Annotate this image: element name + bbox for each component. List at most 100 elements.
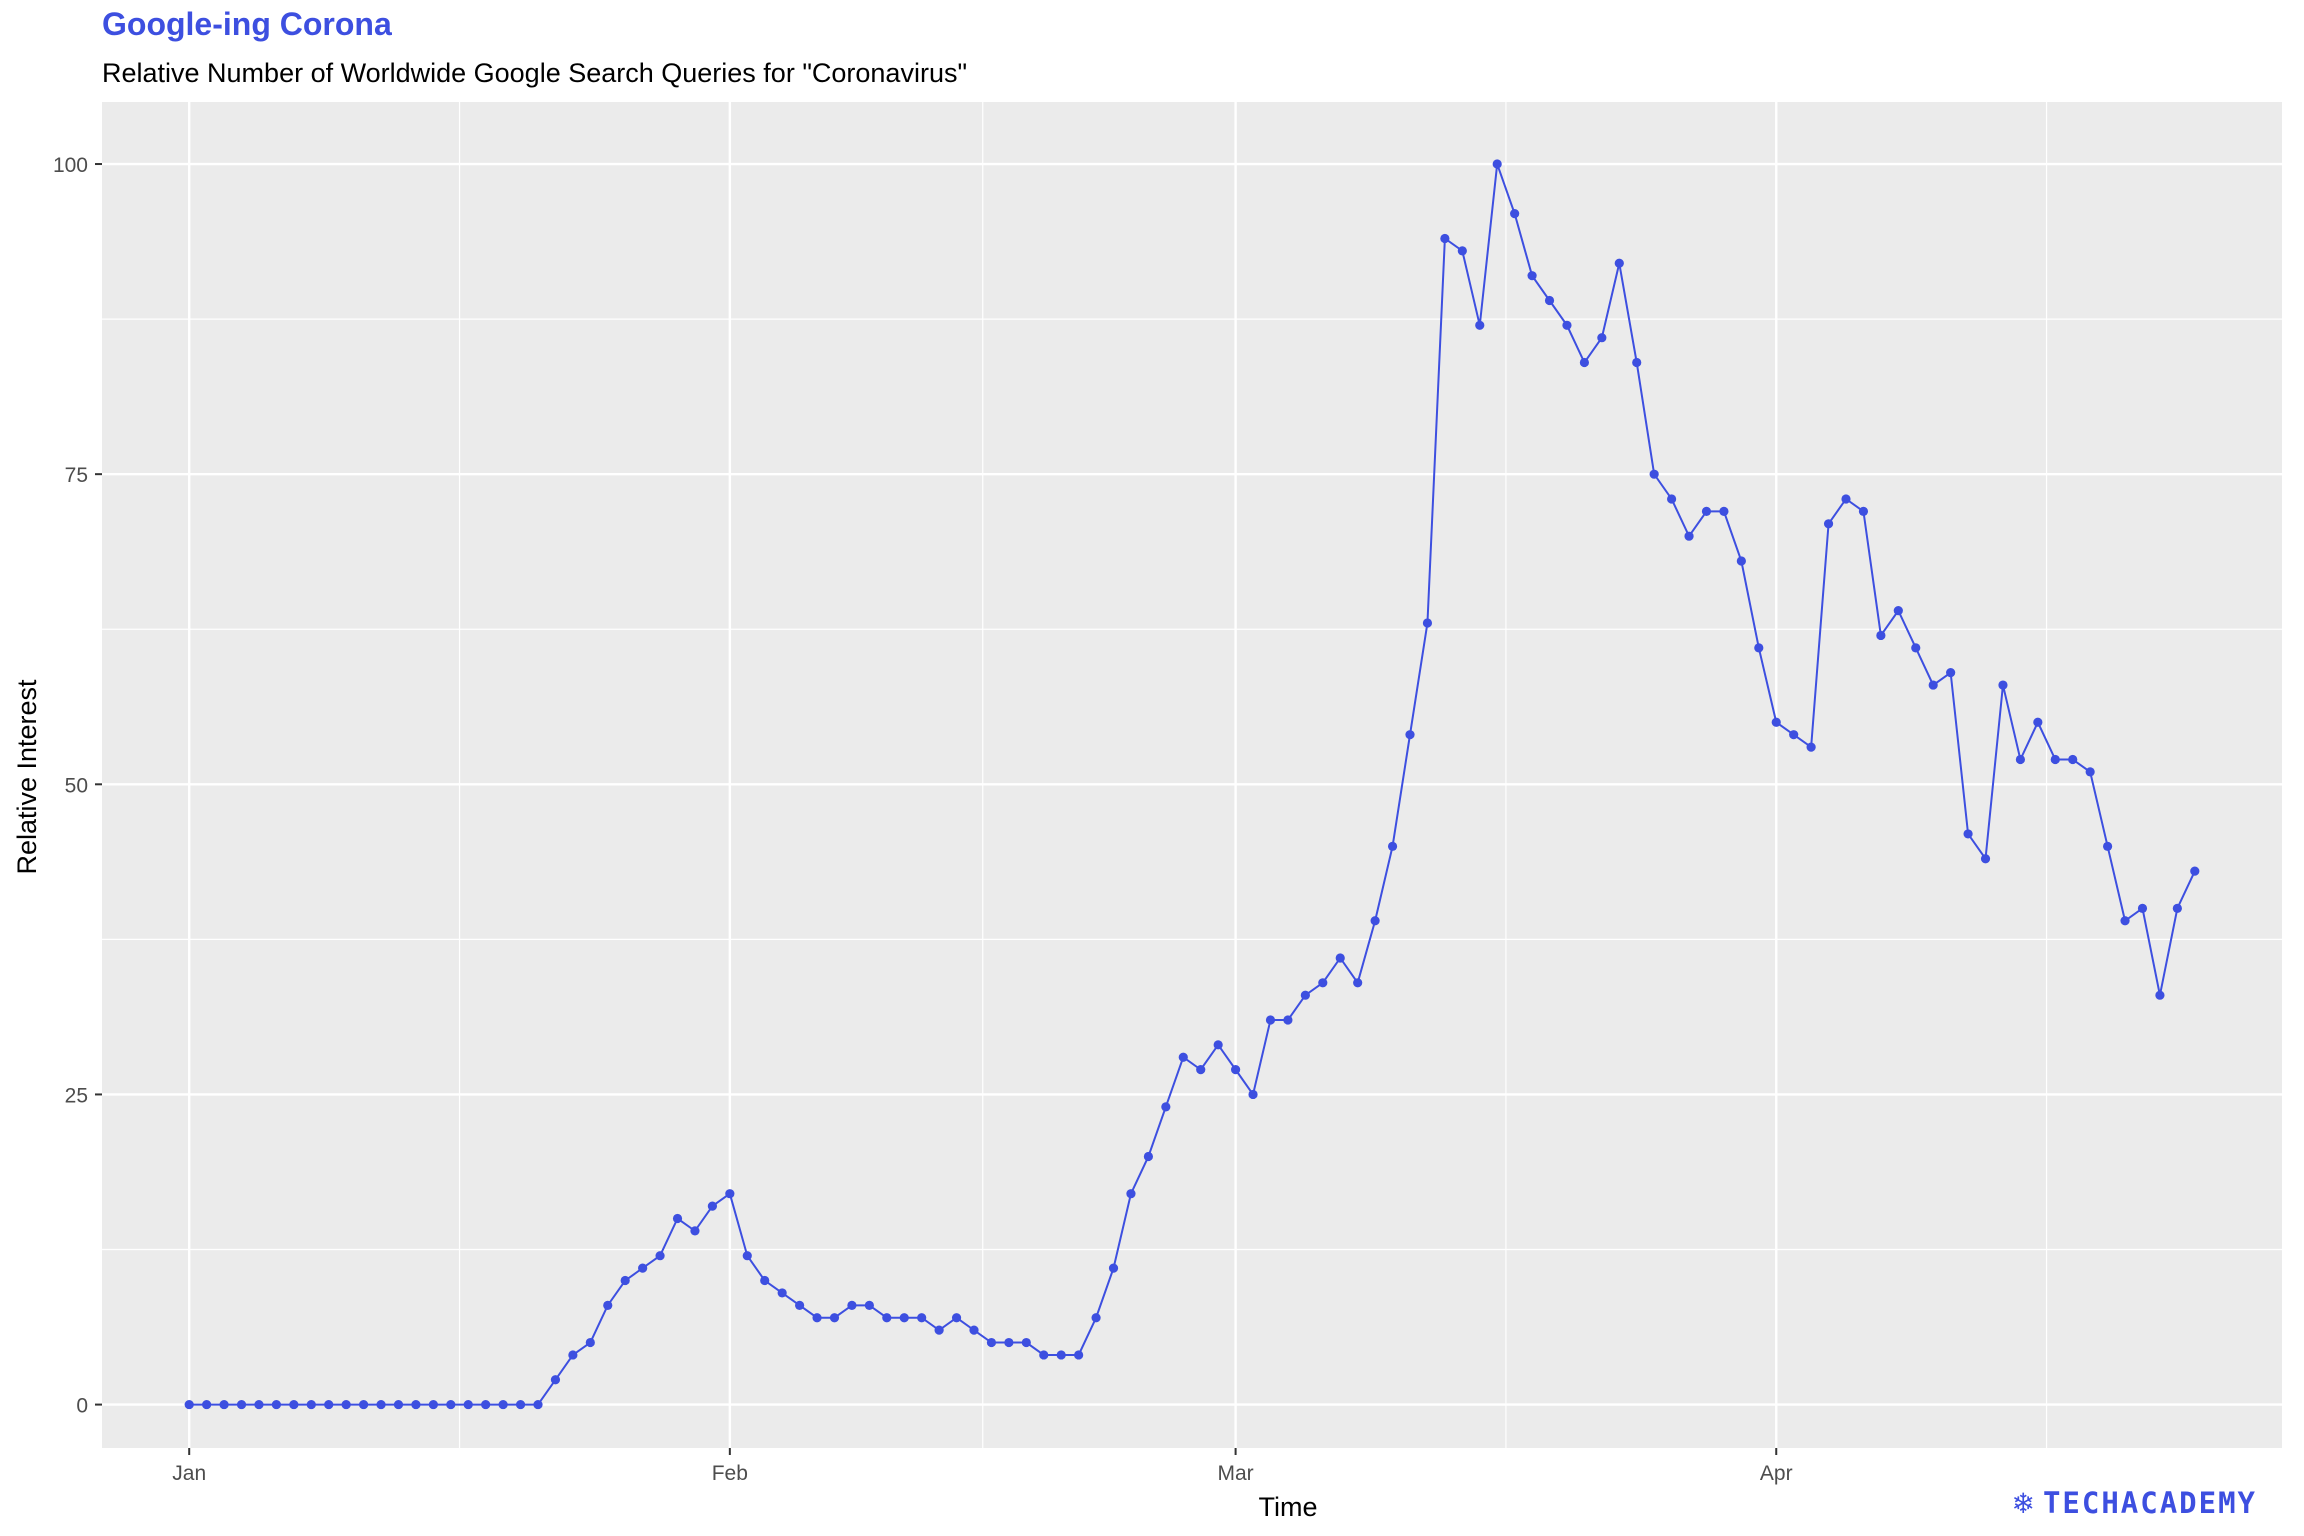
data-point: [1579, 357, 1589, 368]
y-tick-label: 100: [53, 154, 88, 177]
data-point: [1667, 494, 1677, 504]
data-point: [1091, 1313, 1101, 1323]
brand-name: TECHACADEMY: [2042, 1486, 2257, 1520]
data-point: [550, 1375, 561, 1385]
data-point: [1858, 506, 1869, 516]
data-point: [1492, 159, 1502, 169]
data-point: [882, 1313, 892, 1323]
data-point: [672, 1213, 683, 1224]
data-point: [1231, 1065, 1241, 1075]
data-point: [1422, 618, 1433, 628]
data-point: [1108, 1263, 1119, 1273]
data-point: [1475, 320, 1485, 330]
data-point: [446, 1399, 456, 1410]
x-tick-label: Mar: [1218, 1462, 1254, 1485]
data-point: [1318, 978, 1328, 988]
data-point: [707, 1201, 718, 1211]
data-point: [254, 1399, 264, 1410]
data-point: [864, 1300, 874, 1310]
chart-subtitle: Relative Number of Worldwide Google Sear…: [102, 58, 968, 88]
data-point: [1562, 320, 1572, 330]
data-point: [1928, 680, 1938, 690]
data-point: [934, 1325, 944, 1335]
x-tick-label: Jan: [172, 1462, 206, 1485]
data-point: [1684, 531, 1694, 541]
data-point: [306, 1399, 316, 1410]
data-point: [1440, 233, 1450, 244]
data-point: [1161, 1102, 1171, 1112]
data-point: [568, 1350, 578, 1360]
data-point: [1597, 333, 1607, 343]
snowflake-icon: ❄: [2011, 1486, 2037, 1520]
data-point: [986, 1337, 997, 1348]
data-point: [2190, 866, 2200, 876]
y-tick-label: 75: [65, 464, 88, 487]
data-point: [1196, 1065, 1206, 1075]
data-point: [917, 1313, 927, 1323]
data-point: [1510, 209, 1520, 219]
data-point: [1841, 494, 1851, 504]
y-tick-label: 25: [65, 1084, 88, 1107]
data-point: [1998, 680, 2008, 690]
data-point: [1789, 730, 1799, 740]
data-point: [271, 1399, 281, 1410]
data-point: [1649, 469, 1659, 479]
data-point: [1074, 1350, 1084, 1360]
data-point: [2068, 754, 2078, 765]
y-tick-label: 0: [76, 1395, 88, 1418]
data-point: [463, 1399, 473, 1410]
data-point: [829, 1313, 840, 1323]
chart-title: Google-ing Corona: [102, 6, 392, 42]
x-tick-label: Feb: [712, 1462, 748, 1485]
data-point: [1963, 829, 1973, 839]
data-point: [1405, 730, 1415, 740]
data-point: [777, 1288, 787, 1298]
data-point: [812, 1313, 822, 1323]
data-point: [585, 1337, 595, 1348]
data-point: [2103, 841, 2113, 851]
data-point: [202, 1399, 212, 1410]
data-point: [620, 1275, 630, 1286]
data-point: [1021, 1337, 1031, 1348]
data-point: [1265, 1015, 1276, 1025]
data-point: [324, 1399, 334, 1410]
data-point: [1544, 295, 1555, 306]
plot-panel: [102, 102, 2282, 1448]
data-point: [1387, 841, 1398, 851]
data-point: [289, 1399, 299, 1410]
data-point: [1283, 1015, 1293, 1025]
data-point: [603, 1300, 613, 1310]
data-point: [2015, 754, 2025, 765]
data-point: [951, 1313, 962, 1323]
data-point: [1300, 990, 1310, 1000]
data-point: [1632, 357, 1642, 368]
x-tick-label: Apr: [1760, 1462, 1793, 1485]
data-point: [1911, 643, 1921, 653]
data-point: [219, 1399, 229, 1410]
data-point: [1457, 246, 1467, 256]
data-point: [1614, 258, 1624, 268]
data-point: [184, 1399, 194, 1410]
brand-logo: ❄ TECHACADEMY: [2011, 1486, 2257, 1520]
data-point: [2033, 717, 2043, 727]
data-point: [1143, 1151, 1153, 1162]
x-axis-label: Time: [1259, 1492, 1318, 1522]
data-point: [2172, 903, 2182, 913]
data-point: [2050, 754, 2060, 765]
data-point: [1893, 606, 1903, 616]
data-point: [1980, 854, 1991, 864]
data-point: [638, 1263, 648, 1273]
data-point: [1719, 506, 1729, 516]
data-point: [969, 1325, 979, 1335]
data-point: [498, 1399, 508, 1410]
data-point: [411, 1399, 421, 1410]
data-point: [481, 1399, 491, 1410]
data-point: [1178, 1052, 1188, 1062]
data-point: [1039, 1350, 1049, 1360]
data-point: [1701, 506, 1712, 516]
data-point: [1353, 978, 1363, 988]
data-point: [1823, 519, 1834, 529]
data-point: [1771, 717, 1781, 727]
data-point: [899, 1313, 909, 1323]
data-point: [847, 1300, 857, 1310]
